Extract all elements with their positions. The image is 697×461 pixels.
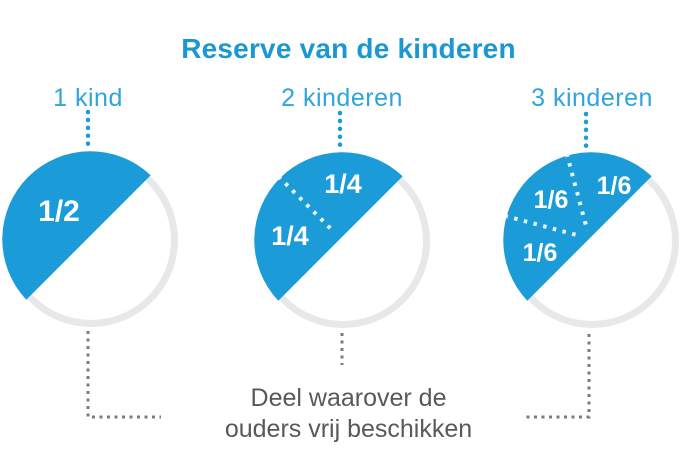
footer-caption: Deel waarover de ouders vrij beschikken xyxy=(0,383,697,445)
footer-caption-line2: ouders vrij beschikken xyxy=(224,415,473,443)
pie-1-slice-half xyxy=(2,151,151,300)
pie-3-label: 3 kinderen xyxy=(531,84,653,112)
pie-2-divider-dotted xyxy=(276,174,337,235)
pie-2-fraction-top: 1/4 xyxy=(324,169,362,199)
pie-2-label: 2 kinderen xyxy=(281,84,403,112)
pie-3-slice-half xyxy=(503,152,652,301)
pie-3-fraction-right: 1/6 xyxy=(597,172,632,200)
pie-3-fraction-mid: 1/6 xyxy=(534,186,569,214)
pie-1-reserved-half xyxy=(2,151,151,300)
page-title: Reserve van de kinderen xyxy=(181,33,516,64)
pie-3-fraction-bottom: 1/6 xyxy=(523,239,558,267)
footer-caption-line1: Deel waarover de xyxy=(250,384,447,412)
pie-3-divider-dotted-1 xyxy=(564,152,590,232)
pie-3-divider-dotted-2 xyxy=(503,213,583,239)
pie-2-fraction-left: 1/4 xyxy=(271,221,309,251)
dotted-callout-right xyxy=(522,334,591,419)
pie-2-reserved-half xyxy=(254,152,403,301)
pie-3-reserved-half xyxy=(503,152,652,301)
pie-1-label: 1 kind xyxy=(53,84,123,112)
pie-group-1-kind: 1 kind 1/2 xyxy=(2,84,178,327)
pie-group-3-kinderen: 3 kinderen 1/6 1/6 1/6 xyxy=(503,84,679,328)
pie-group-2-kinderen: 2 kinderen 1/4 1/4 xyxy=(254,84,430,328)
pie-1-fraction: 1/2 xyxy=(38,195,80,228)
